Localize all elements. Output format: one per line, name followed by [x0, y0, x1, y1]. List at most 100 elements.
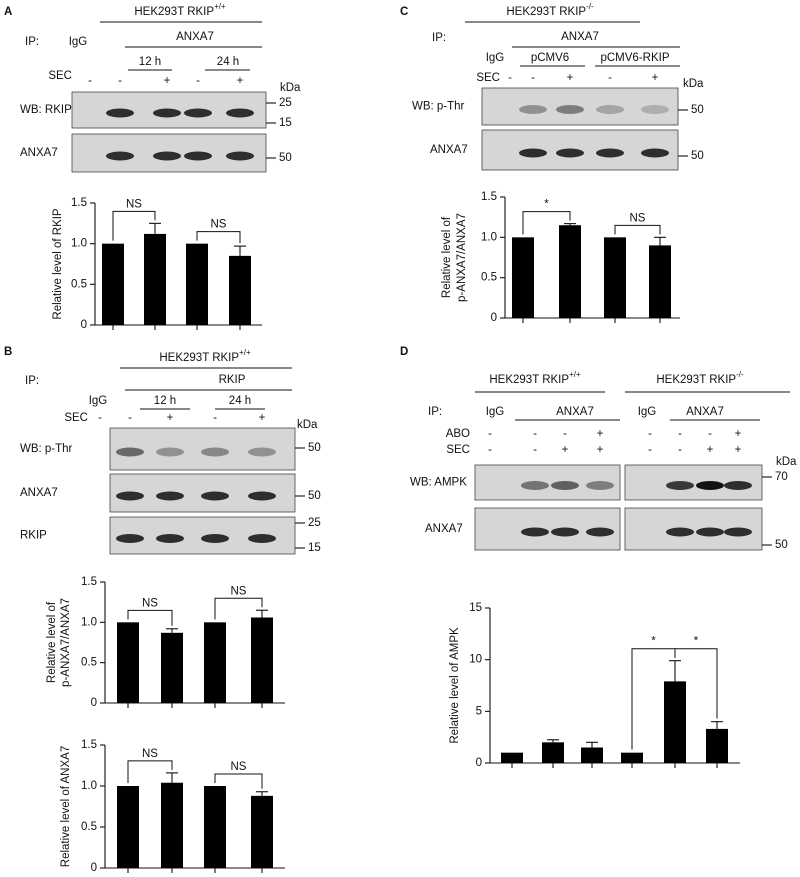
band [226, 108, 254, 118]
blot [474, 507, 621, 551]
bar [542, 742, 564, 763]
label: IP: [25, 375, 39, 387]
marker-label: 50 [279, 152, 292, 164]
marker-label: 50 [775, 539, 788, 551]
label: ANXA7 [686, 406, 724, 418]
bar [161, 782, 183, 868]
error-bar [547, 739, 559, 743]
label: 24 h [217, 56, 239, 68]
y-tick-label: 1.5 [481, 191, 497, 203]
header: HEK293T RKIP+/+ [159, 348, 251, 364]
y-tick-label: 1.0 [81, 616, 97, 628]
blot [474, 464, 621, 501]
bar [251, 617, 273, 703]
significance-label: * [651, 636, 656, 648]
sign: - [678, 428, 682, 440]
band [641, 148, 669, 158]
label: SEC [64, 412, 88, 424]
significance-bracket [214, 773, 263, 789]
significance-bracket [112, 210, 156, 241]
band [666, 527, 694, 537]
bar [649, 245, 671, 318]
band [556, 105, 584, 114]
error-bar [256, 791, 268, 796]
y-axis-label: Relative level of RKIP [52, 208, 64, 320]
marker-label: 25 [308, 517, 321, 529]
y-tick-label: 5 [476, 705, 482, 717]
label: ANXA7 [176, 31, 214, 43]
marker-label: 50 [308, 490, 321, 502]
sign: + [735, 428, 742, 440]
bar [161, 632, 183, 703]
band [116, 491, 144, 501]
blot-label: ANXA7 [430, 144, 468, 156]
band [519, 105, 547, 114]
y-tick-label: 1.0 [481, 231, 497, 243]
sign: + [652, 72, 659, 84]
band [248, 447, 276, 457]
bar [102, 243, 124, 325]
sign: - [608, 72, 612, 84]
significance-label: NS [142, 597, 158, 609]
band [153, 108, 181, 118]
bar [117, 622, 139, 703]
band [724, 527, 752, 537]
label: kDa [683, 78, 704, 90]
error-bar [564, 223, 576, 226]
sign: - [488, 428, 492, 440]
marker-label: 25 [279, 97, 292, 109]
header-text: HEK293T RKIP [656, 374, 736, 386]
y-tick-label: 15 [469, 602, 482, 614]
band [521, 481, 549, 490]
y-tick-label: 10 [469, 654, 482, 666]
y-tick-label: 0 [491, 312, 497, 324]
band [226, 151, 254, 161]
error-bar [669, 660, 681, 682]
label: SEC [446, 444, 470, 456]
label: IgG [638, 406, 657, 418]
sign: - [678, 444, 682, 456]
y-axis-label: Relative level of [441, 216, 453, 298]
marker-label: 70 [775, 471, 788, 483]
header: HEK293T RKIP+/+ [134, 2, 226, 18]
label: IP: [428, 406, 442, 418]
header-sup: +/+ [239, 348, 251, 357]
y-tick-label: 1.5 [81, 739, 97, 751]
label: IP: [432, 32, 446, 44]
error-bar [711, 721, 723, 729]
band [201, 447, 229, 457]
band [519, 148, 547, 158]
blot-label: ANXA7 [20, 487, 58, 499]
blot-label: ANXA7 [20, 147, 58, 159]
sign: - [563, 428, 567, 440]
label: kDa [280, 82, 301, 94]
band [696, 527, 724, 537]
y-tick-label: 0.5 [481, 272, 497, 284]
significance-bracket [127, 760, 173, 783]
label: IgG [89, 395, 108, 407]
significance-label: NS [211, 219, 227, 231]
y-axis-label: Relative level of AMPK [449, 627, 461, 744]
marker-label: 50 [691, 104, 704, 116]
panel-letter: D [400, 346, 408, 358]
significance-label: NS [231, 585, 247, 597]
sign: + [597, 428, 604, 440]
band [184, 108, 212, 118]
band [116, 534, 144, 543]
band [153, 151, 181, 161]
y-tick-label: 1.0 [81, 780, 97, 792]
sign: - [196, 75, 200, 87]
bar [512, 237, 534, 318]
band [666, 481, 694, 490]
significance-bracket [127, 609, 173, 626]
band [156, 491, 184, 501]
bar [251, 795, 273, 868]
band [156, 447, 184, 457]
error-bar [166, 628, 178, 633]
band [696, 481, 724, 490]
error-bar [234, 245, 246, 256]
significance-label: * [544, 199, 549, 211]
header-sup: +/+ [569, 370, 581, 379]
panel-letter: C [400, 6, 408, 18]
bar [229, 255, 251, 325]
